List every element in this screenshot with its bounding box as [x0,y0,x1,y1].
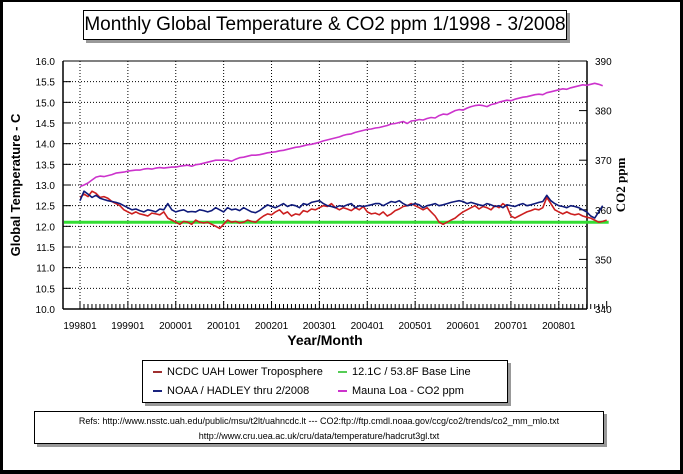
x-tick-label: 200001 [159,321,193,332]
chart-title: Monthly Global Temperature & CO2 ppm 1/1… [83,10,567,40]
x-tick-label: 199901 [111,321,145,332]
legend-label-hadley: NOAA / HADLEY thru 2/2008 [167,385,310,397]
y-tick-label: 15.5 [36,78,56,89]
legend-swatch-co2 [338,390,347,392]
reference-line-2: http://www.cru.uea.ac.uk/cru/data/temper… [198,431,440,441]
series-line-mauna-loa-co2-ppm [79,82,603,188]
y-axis-left-ticks: 16.0 15.5 15.0 14.5 14.0 13.5 13.0 12.5 12.0 11.5… [36,57,56,316]
y-tick-label: 11.5 [36,243,55,254]
legend-swatch-baseline [338,371,347,373]
legend-swatch-uah [153,371,162,373]
x-tick-label: 200701 [494,321,528,332]
y-tick-label: 12.5 [36,202,56,213]
x-tick-label: 200601 [446,321,480,332]
series-lines [64,82,609,230]
x-tick-label: 200301 [303,321,337,332]
y-tick-label: 16.0 [36,57,56,68]
x-tick-label: 200501 [398,321,432,332]
y2-tick-label: 370 [595,156,612,167]
y-tick-label: 12.0 [36,222,56,233]
y-tick-label: 14.0 [36,140,56,151]
y2-tick-label: 360 [595,206,612,217]
legend-item-baseline: 12.1C / 53.8F Base Line [338,366,471,378]
y2-axis-label: CO2 ppm [613,158,628,213]
y-tick-label: 13.5 [36,160,56,171]
legend-label-co2: Mauna Loa - CO2 ppm [352,385,464,397]
y-axis-label: Global Temperature - C [8,113,23,256]
y-tick-label: 10.0 [36,305,56,316]
y2-tick-label: 350 [595,255,612,266]
x-axis-ticks: 199801 199901 200001 200101 200201 200301 2004… [63,321,576,332]
references-box: Refs: http://www.nsstc.uah.edu/public/ms… [34,411,604,444]
x-tick-label: 199801 [63,321,97,332]
legend-label-baseline: 12.1C / 53.8F Base Line [352,366,471,378]
y2-tick-label: 340 [595,305,612,316]
y-tick-label: 15.0 [36,98,56,109]
y-axis-right-ticks: 390 380 370 360 350 340 [595,57,612,316]
legend-item-co2: Mauna Loa - CO2 ppm [338,385,464,397]
reference-line-1: Refs: http://www.nsstc.uah.edu/public/ms… [78,416,560,426]
legend-item-hadley: NOAA / HADLEY thru 2/2008 [153,385,309,397]
legend-item-uah: NCDC UAH Lower Troposphere [153,366,323,378]
x-tick-label: 200201 [255,321,289,332]
series-line-ncdc-uah-lower-troposphere [79,190,607,230]
legend-label-uah: NCDC UAH Lower Troposphere [167,366,323,378]
x-tick-label: 200801 [542,321,576,332]
y-tick-label: 13.0 [36,181,56,192]
legend-swatch-hadley [153,390,162,392]
x-axis-label: Year/Month [287,332,362,348]
y-tick-label: 11.0 [36,264,55,275]
y2-tick-label: 390 [595,57,612,68]
series-line-noaa-hadley-thru-2-2008 [79,190,604,219]
y2-tick-label: 380 [595,107,612,118]
y-tick-label: 14.5 [36,119,56,130]
legend: NCDC UAH Lower Troposphere 12.1C / 53.8F… [142,360,508,403]
x-tick-label: 200101 [207,321,241,332]
gridlines [63,61,587,309]
y-tick-label: 10.5 [36,284,56,295]
x-tick-label: 200401 [351,321,385,332]
axes [62,60,608,310]
